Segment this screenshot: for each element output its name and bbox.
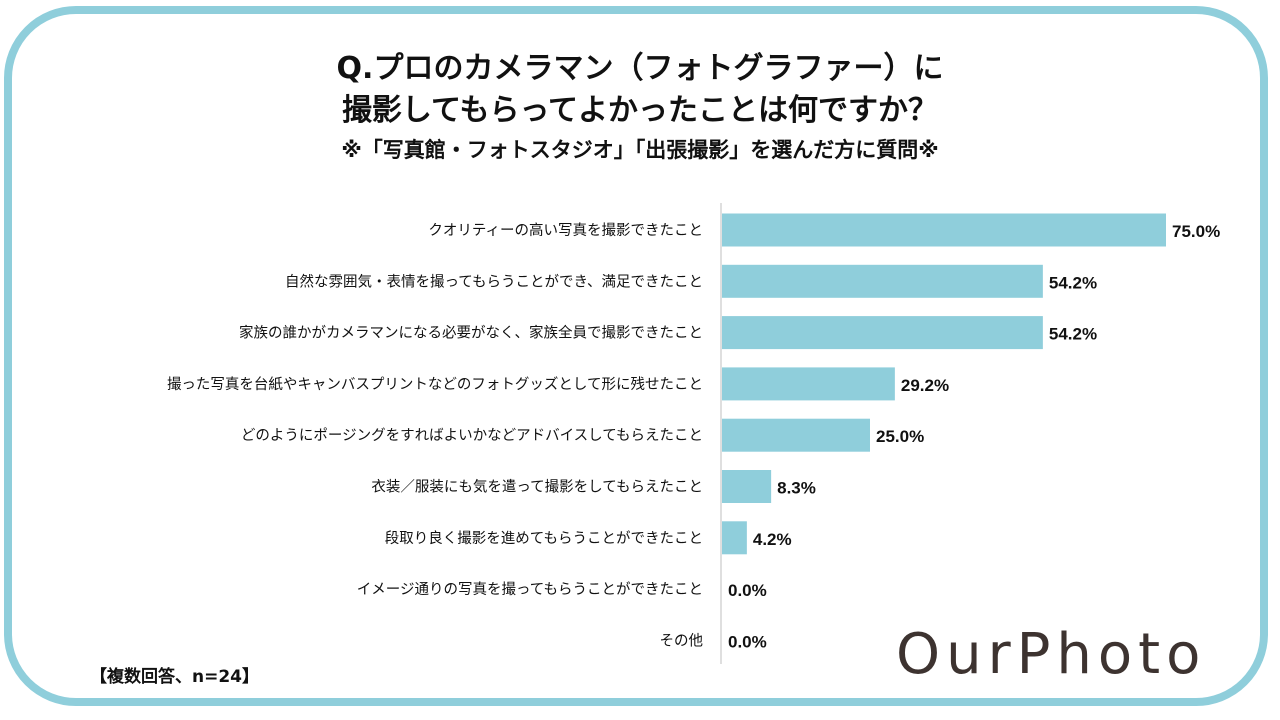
category-label-9: その他	[660, 632, 704, 649]
value-label-6: 8.3%	[777, 479, 816, 498]
bar-2	[722, 264, 1043, 298]
value-label-8: 0.0%	[728, 581, 767, 600]
category-label-6: 衣装／服装にも気を遣って撮影をしてもらえたこと	[371, 479, 703, 496]
category-label-1: クオリティーの高い写真を撮影できたこと	[428, 221, 703, 239]
bar-7	[722, 521, 747, 555]
bar-5	[722, 418, 870, 452]
bar-3	[722, 316, 1043, 350]
category-label-7: 段取り良く撮影を進めてもらうことができたこと	[385, 530, 703, 547]
category-label-8: イメージ通りの写真を撮ってもらうことができたこと	[357, 580, 703, 598]
value-label-4: 29.2%	[901, 376, 949, 395]
bar-4	[722, 367, 895, 401]
bar-1	[722, 213, 1166, 247]
category-label-2: 自然な雰囲気・表情を撮ってもらうことができ、満足できたこと	[285, 273, 703, 290]
value-label-3: 54.2%	[1049, 325, 1097, 344]
ourphoto-logo: OurPhoto	[896, 622, 1207, 687]
chart-subtitle: ※「写真館・フォトスタジオ」「出張撮影」を選んだ方に質問※	[341, 138, 939, 162]
value-label-5: 25.0%	[876, 427, 924, 446]
sample-size-note: 【複数回答、n=24】	[90, 667, 260, 687]
value-label-2: 54.2%	[1049, 273, 1097, 292]
chart-title-line1: Q.プロのカメラマン（フォトグラファー）に	[336, 51, 944, 86]
value-label-9: 0.0%	[728, 632, 767, 651]
category-label-3: 家族の誰かがカメラマンになる必要がなく、家族全員で撮影できたこと	[239, 324, 703, 342]
chart-title-line2: 撮影してもらってよかったことは何ですか？	[341, 93, 939, 128]
value-label-7: 4.2%	[753, 530, 792, 549]
category-label-5: どのようにポージングをすればよいかなどアドバイスしてもらえたこと	[241, 427, 703, 444]
rounded-frame	[4, 6, 1268, 706]
value-label-1: 75.0%	[1172, 222, 1220, 241]
category-label-4: 撮った写真を台紙やキャンバスプリントなどのフォトグッズとして形に残せたこと	[167, 375, 703, 393]
bar-6	[722, 470, 772, 503]
